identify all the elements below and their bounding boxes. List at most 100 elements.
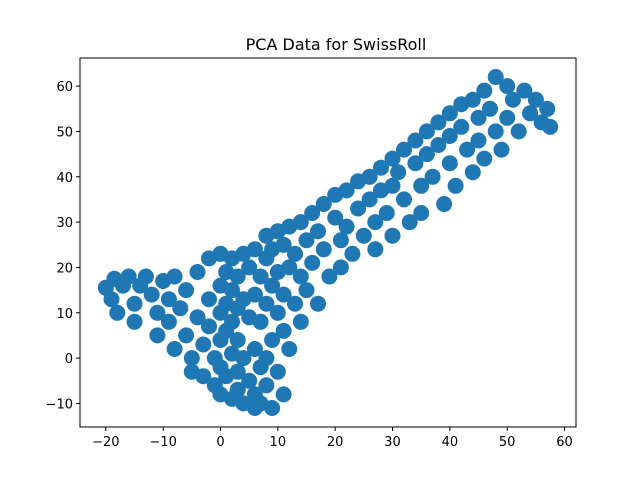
scatter-point: [258, 350, 275, 367]
points-layer: [97, 69, 559, 416]
scatter-point: [384, 150, 401, 167]
scatter-point: [493, 141, 510, 158]
scatter-point: [470, 109, 487, 126]
scatter-point: [252, 313, 269, 330]
scatter-point: [109, 304, 126, 321]
scatter-point: [487, 123, 504, 140]
plot-frame: [79, 57, 577, 428]
scatter-point: [195, 336, 212, 353]
scatter-point: [355, 227, 372, 244]
scatter-point: [527, 91, 544, 108]
scatter-point: [350, 200, 367, 217]
scatter-point: [275, 322, 292, 339]
scatter-point: [338, 218, 355, 235]
scatter-point: [430, 114, 447, 131]
scatter-point: [304, 205, 321, 221]
scatter-point: [229, 381, 246, 398]
scatter-point: [241, 259, 258, 276]
y-tick-label: 0: [65, 352, 73, 367]
scatter-point: [292, 214, 309, 231]
scatter-point: [310, 223, 326, 240]
y-tick-label: −10: [46, 397, 73, 412]
scatter-point: [137, 268, 154, 285]
scatter-point: [542, 118, 559, 135]
y-tick-label: 20: [56, 261, 73, 276]
y-tick-label: 60: [56, 80, 73, 95]
scatter-point: [183, 350, 200, 367]
scatter-point: [470, 132, 487, 149]
x-tick-label: 60: [556, 435, 573, 450]
scatter-point: [361, 191, 378, 208]
scatter-point: [384, 177, 401, 194]
x-tick-label: 30: [384, 435, 401, 450]
scatter-point: [224, 313, 240, 330]
scatter-point: [224, 282, 240, 299]
scatter-point: [149, 304, 166, 321]
scatter-point: [315, 241, 332, 258]
scatter-point: [178, 327, 195, 344]
scatter-point: [292, 313, 309, 330]
scatter-point: [504, 91, 521, 108]
scatter-point: [338, 182, 355, 199]
scatter-point: [229, 363, 246, 380]
scatter-point: [418, 123, 435, 140]
y-axis-ticks: −10 0 10 20 30 40 50 60: [46, 80, 80, 412]
scatter-point: [310, 295, 326, 312]
scatter-point: [487, 69, 504, 85]
scatter-point: [298, 282, 315, 299]
scatter-point: [258, 377, 275, 394]
scatter-point: [418, 146, 435, 163]
scatter-point: [269, 304, 286, 321]
scatter-point: [476, 150, 493, 167]
scatter-point: [332, 259, 349, 276]
scatter-point: [453, 118, 470, 135]
y-tick-label: 10: [56, 307, 73, 322]
scatter-point: [401, 214, 418, 231]
scatter-point: [413, 177, 430, 194]
scatter-point: [384, 227, 401, 244]
scatter-point: [304, 254, 321, 271]
y-tick-label: 40: [56, 171, 73, 186]
scatter-point: [235, 350, 252, 367]
scatter-point: [166, 341, 183, 357]
scatter-point: [103, 291, 120, 308]
scatter-point: [160, 313, 177, 330]
scatter-point: [373, 159, 389, 176]
x-tick-label: 50: [499, 435, 516, 450]
scatter-point: [178, 282, 195, 299]
scatter-point: [160, 291, 177, 308]
scatter-point: [126, 313, 143, 330]
scatter-point: [441, 128, 458, 144]
scatter-point: [229, 268, 246, 285]
scatter-point: [344, 245, 361, 262]
scatter-point: [246, 286, 263, 303]
scatter-point: [201, 318, 217, 335]
scatter-point: [298, 232, 315, 249]
x-tick-label: 40: [442, 435, 459, 450]
scatter-point: [264, 400, 281, 416]
scatter-point: [482, 100, 498, 117]
scatter-point: [252, 268, 269, 285]
scatter-point: [264, 332, 281, 348]
scatter-point: [522, 105, 539, 122]
scatter-point: [189, 264, 206, 280]
x-tick-label: 0: [216, 435, 224, 450]
x-tick-label: −20: [92, 435, 119, 450]
scatter-point: [287, 245, 303, 262]
scatter-point: [287, 295, 303, 312]
scatter-point: [275, 286, 292, 303]
scatter-point: [281, 259, 298, 276]
scatter-point: [281, 341, 298, 357]
scatter-point: [367, 214, 384, 231]
scatter-point: [396, 191, 412, 208]
scatter-point: [229, 332, 246, 348]
scatter-point: [476, 82, 493, 99]
scatter-point: [390, 164, 407, 181]
scatter-point: [241, 372, 258, 389]
scatter-point: [258, 295, 275, 312]
scatter-point: [407, 155, 424, 172]
scatter-point: [367, 241, 384, 258]
scatter-point: [166, 268, 183, 285]
scatter-point: [499, 109, 516, 126]
x-tick-label: −10: [149, 435, 176, 450]
